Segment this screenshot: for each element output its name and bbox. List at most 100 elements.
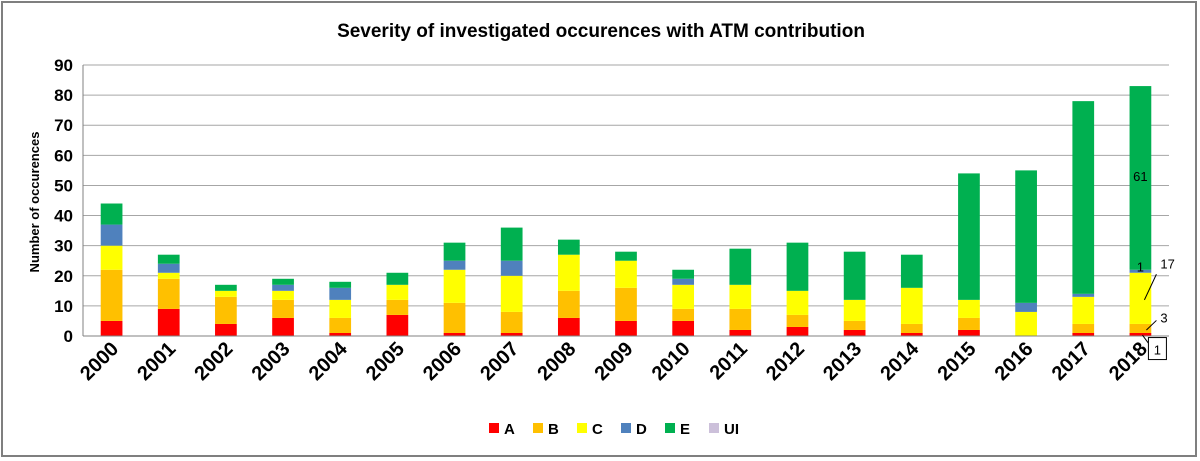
bar-segment-b-2017 [1072,323,1095,333]
annotation-box [1147,337,1167,361]
bar-segment-e-2014 [900,254,923,288]
y-tick-label: 70 [54,116,73,135]
bar-segment-a-2009 [615,320,637,336]
y-tick-label: 90 [54,56,73,75]
x-tick-label: 2015 [933,338,980,385]
bar-segment-a-2000 [100,320,123,336]
legend-label-d: D [636,421,647,438]
y-tick-label: 60 [54,146,73,165]
bar-segment-e-2018 [1129,86,1152,270]
bar-segment-a-2017 [1072,332,1095,336]
legend-label-b: B [548,421,559,438]
bar-segment-e-2017 [1072,101,1095,294]
bar-segment-c-2015 [958,299,980,318]
x-tick-label: 2003 [248,338,295,385]
legend-label-a: A [504,421,515,438]
x-tick-label: 2017 [1048,338,1095,385]
bar-segment-c-2008 [557,254,580,291]
bar-segment-e-2001 [157,254,180,264]
bar-segment-e-2000 [100,203,123,225]
bar-segment-a-2013 [843,329,866,336]
annotation-leader-line [1143,274,1157,301]
bar-segment-d-2004 [329,287,352,300]
bar-segment-e-2011 [729,248,752,285]
bar-segment-e-2003 [272,278,294,285]
bar-segment-a-2014 [900,332,923,336]
data-label: 3 [1160,310,1167,325]
bar-segment-a-2002 [215,323,237,336]
data-label: 17 [1160,256,1174,271]
bar-segment-e-2005 [386,272,409,285]
data-label: 1 [1137,259,1144,274]
bar-segment-d-2010 [672,278,695,285]
y-tick-label: 20 [54,267,73,286]
bar-segment-a-2018 [1129,332,1152,336]
x-tick-label: 2007 [476,338,523,385]
legend-label-c: C [592,421,603,438]
bar-segment-a-2008 [557,317,580,336]
bar-segment-b-2012 [786,314,809,327]
bar-segment-b-2008 [557,290,580,318]
bar-segment-b-2002 [215,296,237,324]
bar-segment-c-2007 [500,275,523,312]
x-tick-label: 2008 [533,338,580,385]
bar-segment-b-2003 [272,299,294,318]
bar-segment-b-2000 [100,269,123,321]
bar-segment-c-2017 [1072,296,1095,324]
y-tick-label: 10 [54,297,73,316]
bar-segment-e-2006 [443,242,466,261]
bar-segment-d-2001 [157,263,180,273]
bar-segment-b-2004 [329,317,352,333]
bar-segment-d-2018 [1129,269,1152,273]
bar-segment-b-2010 [672,308,695,321]
bar-segment-a-2006 [443,332,466,336]
x-tick-label: 2004 [305,337,353,385]
bar-segment-a-2015 [958,329,980,336]
annotations: 61 1 17 3 1 [1133,169,1175,361]
x-tick-label: 2016 [991,338,1038,385]
x-tick-label: 2018 [1105,338,1152,385]
x-tick-label: 2005 [362,338,409,385]
x-tick-label: 2012 [762,338,809,385]
y-tick-label: 40 [54,207,73,226]
data-label: 1 [1154,343,1161,358]
bar-segment-a-2011 [729,329,752,336]
x-tick-label: 2011 [706,338,752,384]
bar-segment-d-2000 [100,224,123,246]
bar-segment-c-2012 [786,290,809,315]
bar-segment-d-2007 [500,260,523,276]
bar-segment-c-2010 [672,284,695,309]
legend-label-e: E [680,421,690,438]
bar-segment-c-2006 [443,269,466,303]
gridlines [83,64,1169,337]
bar-segment-c-2002 [215,290,237,297]
bars [100,86,1152,336]
bar-segment-b-2015 [958,317,980,330]
bar-segment-c-2014 [900,287,923,324]
legend: A B C D E UI [489,421,739,438]
bar-segment-e-2007 [500,227,523,261]
bar-segment-d-2003 [272,284,294,291]
bar-segment-d-2017 [1072,293,1095,297]
legend-swatch-e [665,423,675,433]
bar-segment-a-2001 [157,308,180,336]
y-tick-label: 80 [54,86,73,105]
chart-title: Severity of investigated occurences with… [337,21,865,42]
bar-segment-c-2001 [157,272,180,279]
bar-segment-a-2010 [672,320,695,336]
bar-segment-c-2018 [1129,272,1152,324]
x-tick-label: 2009 [591,338,638,385]
bar-segment-c-2000 [100,245,123,270]
bar-segment-c-2005 [386,284,409,300]
bar-segment-a-2005 [386,314,409,336]
bar-segment-b-2014 [900,323,923,333]
legend-swatch-b [533,423,543,433]
bar-segment-b-2011 [729,308,752,330]
bar-segment-c-2009 [615,260,637,288]
bar-segment-c-2004 [329,299,352,318]
bar-segment-b-2007 [500,311,523,333]
bar-segment-e-2002 [215,284,237,291]
bar-segment-b-2009 [615,287,637,321]
bar-segment-a-2004 [329,332,352,336]
